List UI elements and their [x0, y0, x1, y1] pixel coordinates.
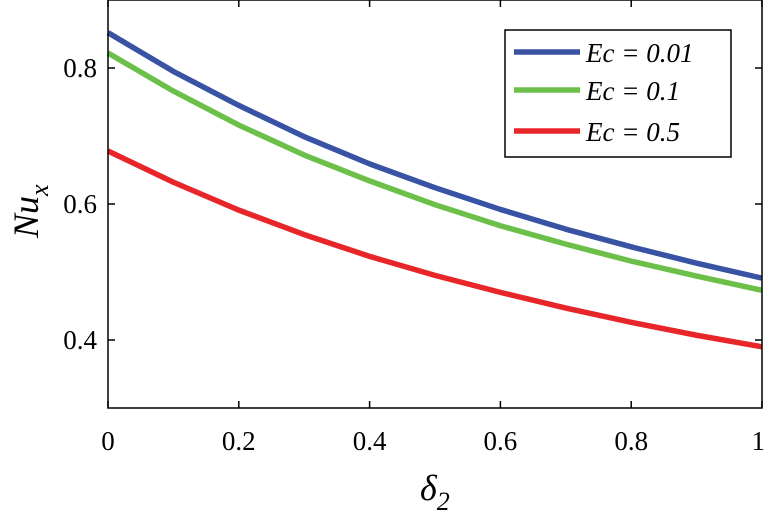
- x-tick-label: 1: [752, 426, 766, 456]
- x-tick-label: 0: [101, 426, 115, 456]
- x-axis-label-subscript: 2: [437, 487, 450, 515]
- x-tick-label: 0.4: [353, 426, 387, 456]
- y-axis-label-subscript: x: [25, 184, 54, 197]
- y-tick-label: 0.8: [63, 53, 97, 83]
- series-line-1: [106, 50, 763, 294]
- x-tick-label: 0.8: [614, 426, 648, 456]
- y-axis-label: Nux: [6, 184, 54, 239]
- x-axis-label-base: δ: [420, 468, 438, 508]
- series-line-0: [106, 30, 763, 281]
- series-layer: [106, 30, 763, 350]
- y-axis-label-base: Nu: [6, 196, 46, 239]
- tick-layer: 0 0.2 0.4 0.6 0.8 1 0.4 0.6 0.8: [63, 0, 765, 456]
- series-line-2: [106, 148, 763, 350]
- x-axis-label: δ2: [420, 468, 450, 515]
- x-tick-label: 0.2: [222, 426, 256, 456]
- axis-labels: δ2 Nux: [6, 184, 450, 515]
- y-tick-label: 0.6: [63, 189, 97, 219]
- y-tick-label: 0.4: [63, 325, 97, 355]
- legend: Ec = 0.01 Ec = 0.1 Ec = 0.5: [504, 29, 732, 158]
- legend-label-1: Ec = 0.1: [585, 76, 680, 106]
- legend-label-0: Ec = 0.01: [585, 38, 693, 68]
- legend-label-2: Ec = 0.5: [585, 117, 680, 147]
- x-tick-label: 0.6: [484, 426, 518, 456]
- plot-frame: [107, 0, 763, 409]
